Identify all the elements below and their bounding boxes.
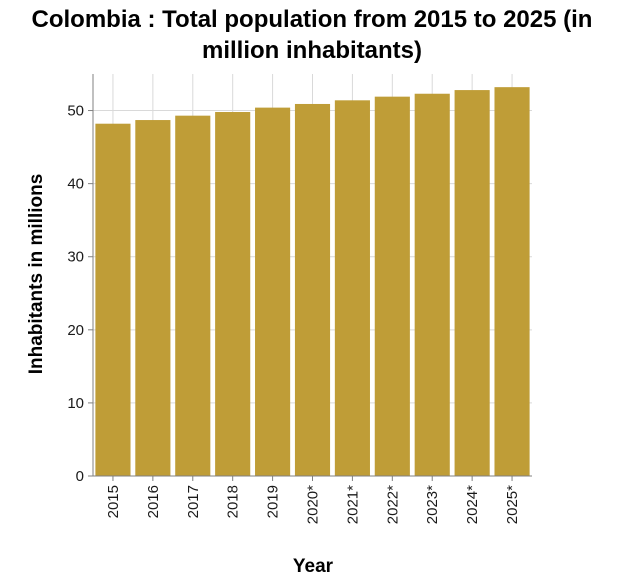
bar-2018 bbox=[215, 112, 251, 477]
y-axis-title: Inhabitants in millions bbox=[26, 174, 47, 375]
bar-2020* bbox=[294, 103, 331, 476]
x-tick-label: 2022* bbox=[384, 485, 401, 524]
bar-2019 bbox=[255, 107, 291, 476]
chart-title: Colombia : Total population from 2015 to… bbox=[31, 6, 593, 64]
bar-2021* bbox=[334, 100, 370, 476]
y-tick-label: 50 bbox=[67, 103, 84, 120]
bar-2024* bbox=[454, 90, 490, 476]
x-tick-label: 2019 bbox=[265, 485, 282, 518]
bar-2017 bbox=[175, 115, 211, 477]
x-axis-ticks: 2015 2016 2017 2018 2019 2020* 2021* 2022* 2023*… bbox=[105, 476, 521, 524]
x-tick-label: 2016 bbox=[145, 485, 162, 518]
x-axis-title: Year bbox=[293, 556, 334, 577]
x-tick-label: 2023* bbox=[424, 485, 441, 524]
bars bbox=[95, 87, 530, 477]
y-tick-label: 10 bbox=[67, 395, 84, 412]
bar-2015 bbox=[95, 123, 131, 477]
x-tick-label: 2024* bbox=[464, 485, 481, 524]
bar-2016 bbox=[135, 120, 171, 476]
y-tick-label: 0 bbox=[76, 468, 84, 485]
x-tick-label: 2018 bbox=[225, 485, 242, 518]
x-tick-label: 2015 bbox=[105, 485, 122, 518]
bar-2022* bbox=[374, 96, 410, 477]
bar-2025* bbox=[494, 87, 530, 476]
y-tick-label: 20 bbox=[67, 322, 84, 339]
y-tick-label: 40 bbox=[67, 176, 84, 193]
x-tick-label: 2020* bbox=[305, 485, 322, 524]
x-tick-label: 2025* bbox=[504, 485, 521, 524]
y-tick-label: 30 bbox=[67, 249, 84, 266]
x-tick-label: 2017 bbox=[185, 485, 202, 518]
bar-2023* bbox=[414, 93, 450, 476]
y-axis-ticks: 0 10 20 30 40 50 bbox=[67, 103, 93, 485]
x-tick-label: 2021* bbox=[344, 485, 361, 524]
